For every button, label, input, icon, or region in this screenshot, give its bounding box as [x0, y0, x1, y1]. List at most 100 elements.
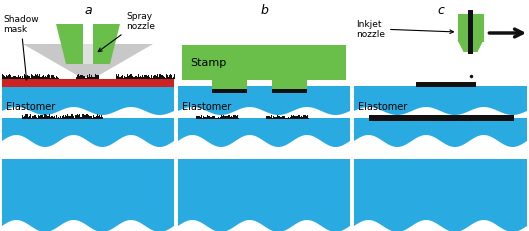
Bar	[306, 116, 307, 119]
Bar	[84, 77, 85, 80]
Bar	[72, 118, 74, 119]
Bar	[84, 115, 85, 119]
Bar	[79, 116, 80, 119]
Bar	[2, 77, 3, 80]
Bar	[39, 117, 40, 119]
Bar	[77, 117, 78, 119]
Bar	[45, 115, 46, 119]
Bar	[149, 77, 150, 80]
Bar	[45, 76, 47, 80]
Bar	[209, 116, 210, 119]
Bar	[76, 115, 77, 119]
Bar	[47, 115, 48, 119]
Bar	[19, 76, 20, 80]
Bar	[76, 77, 77, 80]
Polygon shape	[2, 119, 174, 147]
Bar	[91, 77, 92, 80]
Bar	[53, 76, 54, 80]
Bar	[226, 117, 227, 119]
Bar	[272, 90, 307, 94]
Bar	[54, 117, 55, 119]
Bar	[300, 118, 302, 119]
Bar	[153, 78, 154, 80]
Bar	[217, 118, 218, 119]
Bar	[163, 76, 165, 80]
Bar	[51, 117, 52, 119]
Bar	[167, 76, 168, 80]
Bar	[15, 76, 16, 80]
Bar	[220, 118, 221, 119]
Bar	[148, 75, 149, 80]
Bar	[81, 76, 82, 80]
Bar	[147, 78, 148, 80]
Bar	[307, 118, 308, 119]
Bar	[150, 79, 151, 80]
Bar	[117, 76, 118, 80]
Bar	[78, 116, 79, 119]
Bar	[138, 75, 139, 80]
Bar	[25, 115, 26, 119]
Bar	[161, 76, 162, 80]
Bar	[278, 117, 279, 119]
Bar	[151, 76, 152, 80]
Polygon shape	[354, 119, 527, 147]
Bar	[93, 115, 94, 119]
Bar	[144, 76, 145, 80]
Bar	[41, 116, 42, 119]
Bar	[14, 77, 15, 80]
Bar	[235, 117, 236, 119]
Bar	[89, 75, 90, 80]
Bar	[118, 75, 119, 80]
Bar	[127, 77, 129, 80]
Bar	[75, 116, 76, 119]
Bar	[212, 81, 247, 91]
Bar	[134, 79, 135, 80]
Bar	[282, 116, 284, 119]
Bar	[80, 76, 81, 80]
Bar	[37, 118, 38, 119]
Bar	[276, 116, 277, 119]
Bar	[9, 75, 10, 80]
Bar	[468, 11, 473, 55]
Bar	[268, 116, 269, 119]
Bar	[133, 77, 134, 80]
Bar	[33, 117, 34, 119]
Bar	[305, 117, 306, 119]
Bar	[61, 118, 62, 119]
Bar	[303, 118, 304, 119]
Bar	[18, 77, 19, 80]
Bar	[44, 77, 45, 80]
Bar	[116, 75, 117, 80]
Bar	[50, 79, 51, 80]
Text: Shadow
mask: Shadow mask	[3, 15, 39, 81]
Bar	[204, 117, 205, 119]
Bar	[3, 76, 4, 80]
Bar	[172, 78, 173, 80]
Bar	[33, 77, 34, 80]
Bar	[70, 117, 71, 119]
Bar	[26, 118, 27, 119]
Bar	[68, 116, 69, 119]
Bar	[40, 117, 41, 119]
Bar	[86, 78, 87, 80]
Bar	[126, 77, 127, 80]
Bar	[83, 77, 84, 80]
Bar	[13, 76, 14, 80]
Bar	[35, 75, 36, 80]
Bar	[197, 116, 198, 119]
Bar	[122, 75, 123, 80]
Bar	[74, 118, 75, 119]
Bar	[233, 116, 234, 119]
Bar	[63, 118, 64, 119]
Bar	[212, 116, 213, 119]
Bar	[97, 75, 98, 80]
Bar	[160, 75, 161, 80]
Bar	[369, 116, 514, 122]
Polygon shape	[93, 25, 120, 65]
Bar	[234, 116, 235, 119]
Bar	[273, 116, 275, 119]
Bar	[30, 115, 31, 119]
Bar	[39, 78, 40, 80]
Bar	[213, 118, 214, 119]
Bar	[162, 75, 163, 80]
